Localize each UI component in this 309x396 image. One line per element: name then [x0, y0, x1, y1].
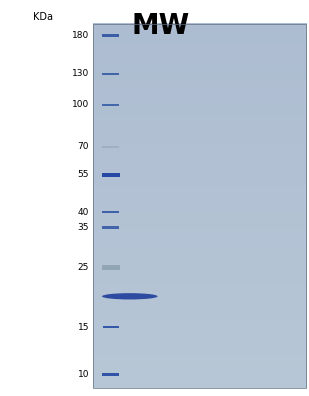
Bar	[102, 173, 120, 177]
Ellipse shape	[102, 293, 158, 299]
Text: 130: 130	[72, 69, 89, 78]
Bar	[102, 146, 119, 148]
Bar	[93, 24, 306, 388]
Text: MW: MW	[132, 12, 190, 40]
Bar	[102, 265, 120, 270]
Bar	[102, 373, 119, 376]
Bar	[102, 103, 119, 106]
Text: 55: 55	[78, 170, 89, 179]
Bar	[103, 326, 119, 328]
Bar	[102, 227, 119, 229]
Text: 100: 100	[72, 100, 89, 109]
Text: 35: 35	[78, 223, 89, 232]
Bar	[102, 73, 119, 75]
Bar	[102, 211, 119, 213]
Bar	[102, 34, 119, 37]
Text: 40: 40	[78, 208, 89, 217]
Text: KDa: KDa	[33, 12, 53, 22]
Text: 180: 180	[72, 31, 89, 40]
Text: 10: 10	[78, 370, 89, 379]
Text: 25: 25	[78, 263, 89, 272]
Text: 15: 15	[78, 323, 89, 331]
Text: 70: 70	[78, 142, 89, 151]
